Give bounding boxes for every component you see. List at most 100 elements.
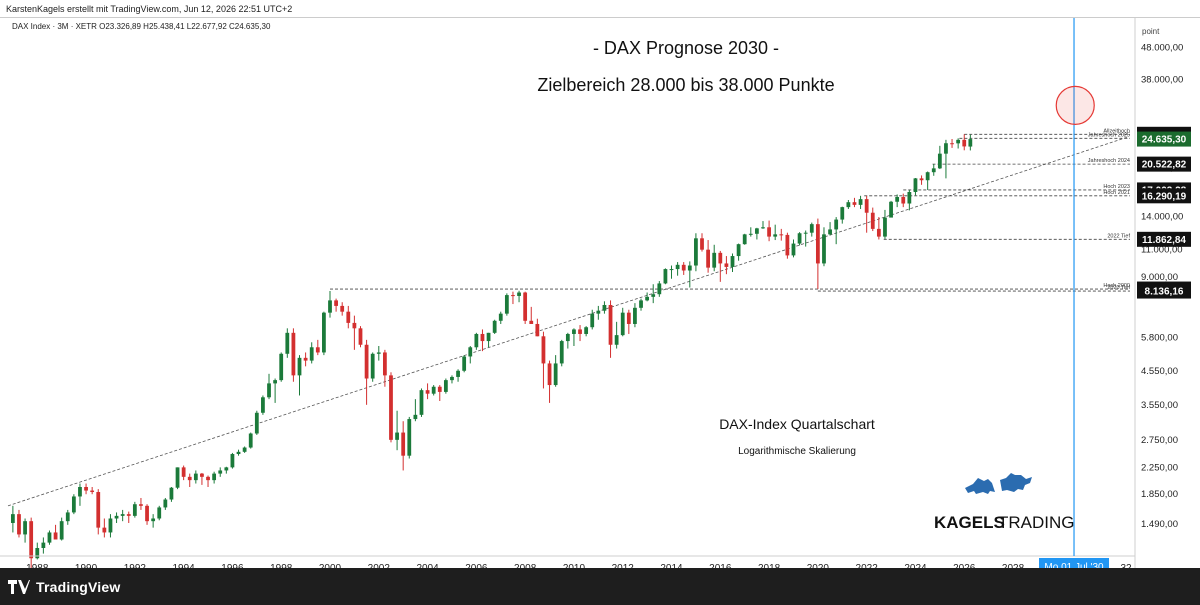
candle-body xyxy=(602,304,607,311)
candle-body xyxy=(504,295,509,314)
candle-body xyxy=(71,496,76,513)
y-tick-label: 4.550,00 xyxy=(1141,366,1178,377)
candle-body xyxy=(694,238,698,266)
chart-title: - DAX Prognose 2030 - xyxy=(593,38,779,58)
candle-body xyxy=(78,486,82,497)
candle-body xyxy=(718,252,723,264)
logo-text-kagels: KAGELS xyxy=(934,513,1005,532)
x-tick-label: 2010 xyxy=(563,563,586,568)
tradingview-logo-icon xyxy=(8,579,30,594)
candle-body xyxy=(779,234,784,236)
chart-label: DAX-Index Quartalschart xyxy=(719,416,875,432)
candle-body xyxy=(84,486,88,491)
candle-body xyxy=(401,432,406,456)
y-tick-label: 5.800,00 xyxy=(1141,332,1178,343)
price-label-box xyxy=(1137,131,1191,147)
price-label-box xyxy=(1137,231,1191,247)
candle-body xyxy=(553,363,558,386)
candle-body xyxy=(419,390,424,415)
candle-body xyxy=(139,504,143,506)
candle-body xyxy=(645,296,650,301)
candle-body xyxy=(633,307,637,324)
candle-body xyxy=(742,234,747,245)
candle-body xyxy=(724,263,729,267)
tradingview-brand[interactable]: TradingView xyxy=(8,579,120,595)
candle-body xyxy=(486,332,491,342)
candle-body xyxy=(474,333,479,348)
candle-body xyxy=(572,329,576,334)
candle-body xyxy=(212,473,217,481)
candle-body xyxy=(59,521,64,540)
candle-body xyxy=(456,370,460,377)
candle-body xyxy=(291,332,296,376)
y-tick-label: 2.250,00 xyxy=(1141,462,1178,473)
candle-body xyxy=(90,490,95,493)
candle-body xyxy=(309,347,314,361)
candle-body xyxy=(322,312,326,353)
price-label-text: 11.862,84 xyxy=(1142,235,1186,246)
candle-body xyxy=(541,336,546,364)
y-tick-label: 48.000,00 xyxy=(1141,43,1183,54)
logo-text-trading: TRADING xyxy=(998,513,1075,532)
price-label-layer: 25.507,7924.771,3424.635,3020.522,8217.0… xyxy=(1137,126,1191,299)
candle-body xyxy=(157,507,162,519)
target-zone-circle xyxy=(1055,85,1095,125)
x-tick-label: 2020 xyxy=(807,563,830,568)
candle-body xyxy=(559,341,564,364)
candle-body xyxy=(828,229,832,235)
candle-body xyxy=(675,264,680,270)
level-label: Jahreshoch 2024 xyxy=(1088,158,1130,164)
bear-bull-icon xyxy=(965,473,1032,494)
x-tick-label: 2008 xyxy=(514,563,537,568)
candle-body xyxy=(480,333,485,342)
candle-body xyxy=(132,504,137,516)
date-marker-badge xyxy=(1039,558,1110,568)
scale-note: Logarithmische Skalierung xyxy=(738,446,856,457)
candle-body xyxy=(53,532,58,540)
candle-body xyxy=(498,313,503,321)
candle-body xyxy=(340,305,345,312)
candle-body xyxy=(620,312,625,336)
candle-body xyxy=(925,172,930,181)
candle-body xyxy=(102,527,107,533)
candle-body xyxy=(218,470,223,474)
x-tick-label: 32 xyxy=(1120,563,1132,568)
x-tick-label: 2014 xyxy=(660,563,683,568)
price-label-text: 16.290,19 xyxy=(1142,191,1187,202)
x-tick-label: 2022 xyxy=(856,563,879,568)
candle-body xyxy=(315,347,320,353)
candle-body xyxy=(907,191,912,204)
candle-body xyxy=(578,329,582,334)
candle-body xyxy=(931,168,936,173)
candle-body xyxy=(535,323,540,337)
candle-body xyxy=(370,353,375,379)
candle-body xyxy=(65,512,70,522)
candle-body xyxy=(224,467,229,471)
candle-body xyxy=(425,390,430,394)
candle-body xyxy=(944,143,948,154)
x-tick-label: 2002 xyxy=(368,563,391,568)
attribution-text: KarstenKagels erstellt mit TradingView.c… xyxy=(6,4,293,14)
candle-body xyxy=(10,514,15,523)
candle-body xyxy=(187,476,192,481)
footer-brand-text: TradingView xyxy=(36,578,121,595)
candle-body xyxy=(407,419,412,456)
level-label: 2020 Tief xyxy=(1107,285,1130,291)
candle-body xyxy=(145,505,149,522)
candle-body xyxy=(450,376,454,381)
candle-body xyxy=(431,386,436,394)
trendline xyxy=(7,136,1128,507)
candle-body xyxy=(303,357,308,361)
candle-body xyxy=(822,234,826,264)
candle-body xyxy=(334,300,338,306)
candle-body xyxy=(511,295,515,297)
chart-frame[interactable]: DAX Index · 3M · XETR O23.326,89 H25.438… xyxy=(0,18,1200,568)
symbol-legend: DAX Index · 3M · XETR O23.326,89 H25.438… xyxy=(12,22,271,31)
candle-body xyxy=(29,521,34,559)
candle-body xyxy=(273,380,278,384)
candle-body xyxy=(956,139,961,144)
axis-layer: point48.000,0038.000,0020.000,0014.000,0… xyxy=(0,18,1183,568)
candle-body xyxy=(913,178,918,192)
chart-subtitle: Zielbereich 28.000 bis 38.000 Punkte xyxy=(537,75,834,95)
